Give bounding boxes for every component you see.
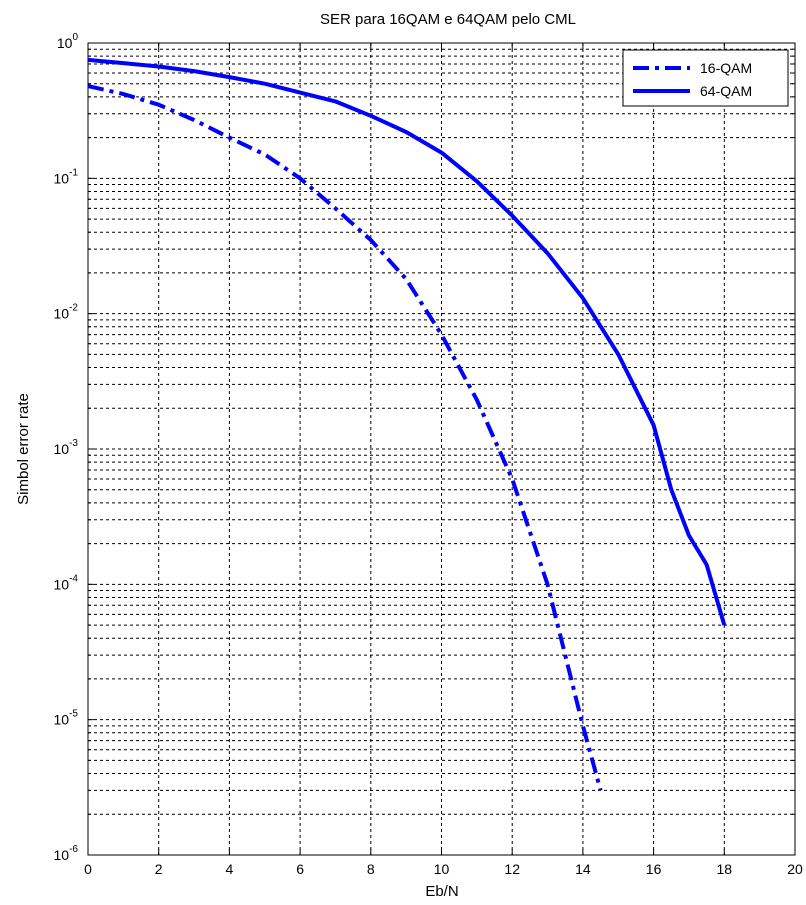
legend-label: 64-QAM [700, 83, 752, 99]
grid-lines [88, 43, 795, 855]
x-tick-label: 10 [434, 861, 450, 877]
y-axis-label: Simbol error rate [15, 393, 32, 505]
y-tick-label: 10-4 [54, 573, 79, 592]
y-tick-label: 10-5 [54, 709, 79, 728]
x-tick-label: 4 [226, 861, 234, 877]
legend-box [622, 49, 789, 107]
series-line-64qam [87, 57, 727, 626]
legend-label: 16-QAM [700, 60, 752, 76]
y-tick-label: 10-2 [54, 303, 79, 322]
x-tick-label: 18 [717, 861, 733, 877]
axis-ticks [87, 43, 796, 856]
tick-labels: 0 2 4 6 8 10 12 14 16 18 20 100 10-1 10-2 10-3 10-4 10-5… [54, 32, 803, 877]
x-tick-label: 16 [646, 861, 662, 877]
x-tick-label: 20 [787, 861, 803, 877]
series-line-16qam [87, 84, 603, 791]
y-tick-label: 10-6 [54, 844, 79, 863]
x-tick-label: 12 [504, 861, 520, 877]
y-tick-label: 10-1 [54, 167, 79, 186]
chart-title: SER para 16QAM e 64QAM pelo CML [320, 11, 576, 28]
x-tick-label: 0 [84, 861, 92, 877]
x-axis-label: Eb/N [425, 883, 458, 900]
x-tick-label: 14 [575, 861, 591, 877]
series-lines [87, 57, 727, 791]
x-tick-label: 2 [155, 861, 163, 877]
x-tick-label: 8 [367, 861, 375, 877]
y-tick-label: 100 [57, 32, 79, 51]
x-tick-label: 6 [296, 861, 304, 877]
y-tick-label: 10-3 [54, 438, 79, 457]
legend: 16-QAM 64-QAM [622, 49, 789, 107]
